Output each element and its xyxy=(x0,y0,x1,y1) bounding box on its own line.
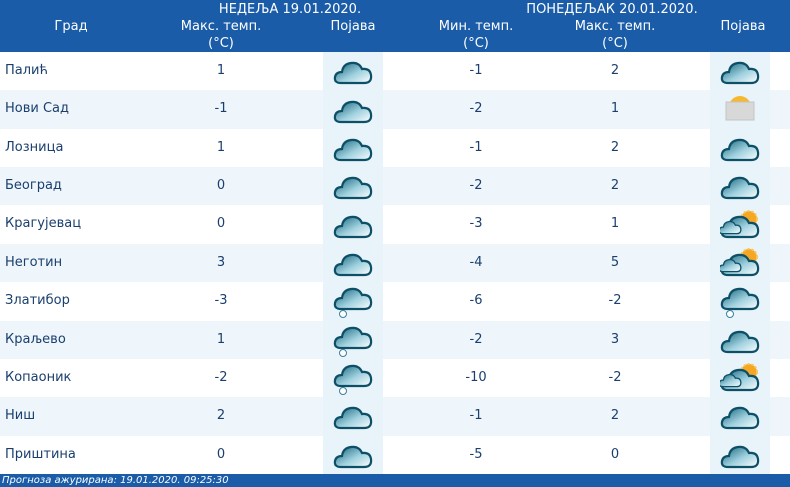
forecast-table: Палић 1 -1 2 Нови Сад -1 -2 1 Лозница 1 -1 2 Београд… xyxy=(0,52,790,474)
max-temp-day2: 1 xyxy=(610,101,620,117)
cloud-icon xyxy=(323,435,383,474)
col-max2: Макс. темп. xyxy=(574,19,656,34)
table-row: Неготин 3 -4 5 xyxy=(0,243,790,283)
min-temp-day2: -5 xyxy=(469,446,483,462)
cloud-snow-icon xyxy=(710,282,770,321)
city-name: Нови Сад xyxy=(5,101,70,117)
cloud-icon xyxy=(323,90,383,129)
min-temp-day2: -3 xyxy=(469,216,483,232)
max-temp-day1: 0 xyxy=(216,446,226,462)
fog-sun-icon xyxy=(710,90,770,129)
table-row: Приштина 0 -5 0 xyxy=(0,435,790,474)
cloud-snow-icon xyxy=(323,282,383,321)
max-temp-day1: -1 xyxy=(214,101,228,117)
col-max1-unit: (°C) xyxy=(208,36,234,51)
max-temp-day2: -2 xyxy=(608,369,622,385)
city-name: Лозница xyxy=(5,139,64,155)
max-temp-day1: 0 xyxy=(216,178,226,194)
max-temp-day1: 0 xyxy=(216,216,226,232)
city-name: Палић xyxy=(5,63,48,78)
cloud-sun-icon xyxy=(710,358,770,398)
min-temp-day2: -1 xyxy=(469,408,483,424)
city-name: Крагујевац xyxy=(5,216,82,232)
cloud-icon xyxy=(710,128,770,168)
cloud-icon xyxy=(710,397,770,436)
city-name: Копаоник xyxy=(5,369,72,385)
cloud-icon xyxy=(323,52,383,91)
cloud-sun-icon xyxy=(710,243,770,283)
min-temp-day2: -1 xyxy=(469,139,483,155)
min-temp-day2: -6 xyxy=(469,293,483,309)
cloud-icon xyxy=(323,243,383,283)
table-row: Краљево 1 -2 3 xyxy=(0,320,790,359)
max-temp-day2: 2 xyxy=(610,408,620,424)
min-temp-day2: -10 xyxy=(465,369,487,385)
cloud-icon xyxy=(710,320,770,359)
col-phen2: Појава xyxy=(720,19,766,34)
cloud-icon xyxy=(323,128,383,168)
day2-header: ПОНЕДЕЉАК 20.01.2020. xyxy=(526,2,698,17)
city-name: Краљево xyxy=(5,331,66,347)
max-temp-day2: -2 xyxy=(608,293,622,309)
table-row: Палић 1 -1 2 xyxy=(0,52,790,91)
cloud-icon xyxy=(323,167,383,206)
cloud-snow-icon xyxy=(323,320,383,359)
max-temp-day1: -3 xyxy=(214,293,228,309)
city-name: Златибор xyxy=(5,293,70,309)
city-name: Београд xyxy=(5,178,62,194)
table-row: Београд 0 -2 2 xyxy=(0,167,790,206)
min-temp-day2: -2 xyxy=(469,331,483,347)
max-temp-day2: 2 xyxy=(610,139,620,155)
col-max1: Макс. темп. xyxy=(180,19,262,34)
day1-header: НЕДЕЉА 19.01.2020. xyxy=(218,2,362,17)
max-temp-day1: 1 xyxy=(216,139,226,155)
max-temp-day1: 3 xyxy=(216,254,226,270)
col-city: Град xyxy=(54,19,88,34)
table-row: Лозница 1 -1 2 xyxy=(0,128,790,168)
table-row: Копаоник -2 -10 -2 xyxy=(0,358,790,398)
min-temp-day2: -2 xyxy=(469,178,483,194)
min-temp-day2: -2 xyxy=(469,101,483,117)
min-temp-day2: -1 xyxy=(469,63,483,78)
city-name: Приштина xyxy=(5,446,76,462)
col-min2: Мин. темп. xyxy=(438,19,514,34)
table-row: Златибор -3 -6 -2 xyxy=(0,282,790,321)
table-row: Ниш 2 -1 2 xyxy=(0,397,790,436)
update-footer: Прогноза ажурирана: 19.01.2020. 09:25:30 xyxy=(0,474,790,487)
max-temp-day2: 2 xyxy=(610,63,620,78)
col-min2-unit: (°C) xyxy=(463,36,489,51)
max-temp-day1: 2 xyxy=(216,408,226,424)
cloud-icon xyxy=(323,397,383,436)
max-temp-day2: 2 xyxy=(610,178,620,194)
min-temp-day2: -4 xyxy=(469,254,483,270)
table-row: Нови Сад -1 -2 1 xyxy=(0,90,790,129)
max-temp-day2: 1 xyxy=(610,216,620,232)
col-phen1: Појава xyxy=(330,19,376,34)
max-temp-day2: 0 xyxy=(610,446,620,462)
cloud-sun-icon xyxy=(710,205,770,244)
table-row: Крагујевац 0 -3 1 xyxy=(0,205,790,244)
table-header: НЕДЕЉА 19.01.2020. ПОНЕДЕЉАК 20.01.2020.… xyxy=(0,0,790,52)
max-temp-day2: 5 xyxy=(610,254,620,270)
city-name: Ниш xyxy=(5,408,36,424)
cloud-icon xyxy=(710,435,770,474)
max-temp-day1: -2 xyxy=(214,369,228,385)
max-temp-day1: 1 xyxy=(216,331,226,347)
col-max2-unit: (°C) xyxy=(602,36,628,51)
cloud-icon xyxy=(710,167,770,206)
city-name: Неготин xyxy=(5,254,63,270)
cloud-snow-icon xyxy=(323,358,383,398)
cloud-icon xyxy=(710,52,770,91)
max-temp-day1: 1 xyxy=(216,63,226,78)
cloud-icon xyxy=(323,205,383,244)
max-temp-day2: 3 xyxy=(610,331,620,347)
